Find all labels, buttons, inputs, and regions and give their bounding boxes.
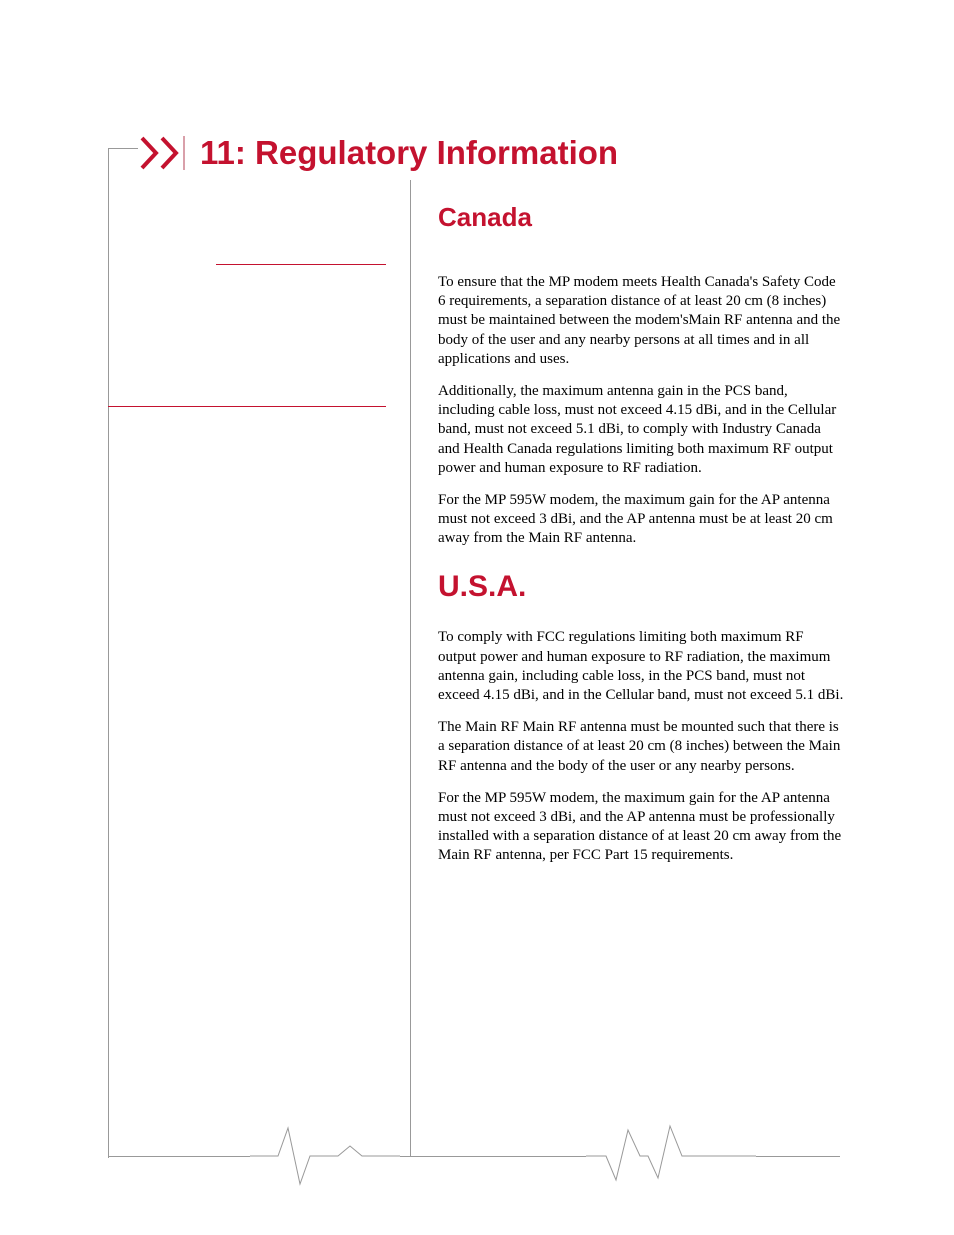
chapter-title: 11: Regulatory Information xyxy=(200,134,618,172)
header-horizontal-rule xyxy=(108,148,138,149)
page: 11: Regulatory Information Canada To ens… xyxy=(0,0,954,1235)
red-rule-long xyxy=(108,406,386,407)
content-vertical-rule xyxy=(410,180,411,1156)
chapter-chevrons-icon xyxy=(140,136,198,170)
body-text: To ensure that the MP modem meets Health… xyxy=(438,273,844,369)
content-column: Canada To ensure that the MP modem meets… xyxy=(438,202,844,879)
section-heading-usa: U.S.A. xyxy=(438,570,844,604)
section-heading-canada: Canada xyxy=(438,202,844,233)
red-rule-short xyxy=(216,264,386,265)
body-text: The Main RF Main RF antenna must be moun… xyxy=(438,718,844,776)
left-vertical-rule xyxy=(108,148,109,1158)
body-text: Additionally, the maximum antenna gain i… xyxy=(438,382,844,478)
heartbeat-wave-icon xyxy=(586,1118,756,1198)
heartbeat-wave-icon xyxy=(250,1118,400,1198)
body-text: For the MP 595W modem, the maximum gain … xyxy=(438,491,844,549)
body-text: To comply with FCC regulations limiting … xyxy=(438,628,844,705)
body-text: For the MP 595W modem, the maximum gain … xyxy=(438,789,844,866)
